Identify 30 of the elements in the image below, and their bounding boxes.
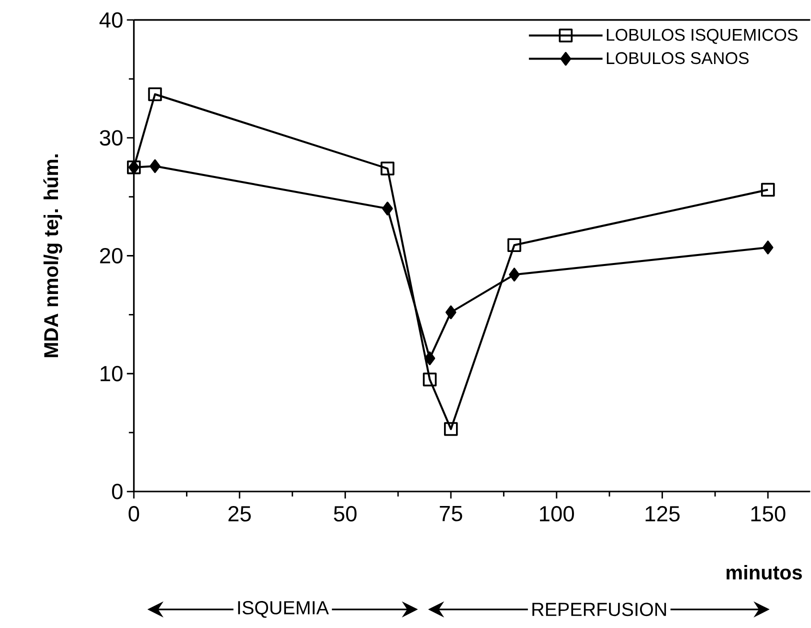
x-tick-label: 50 [334, 506, 357, 522]
y-tick-label: 30 [100, 130, 122, 146]
point [422, 372, 437, 386]
legend-label: LOBULOS ISQUEMICOS [606, 28, 798, 44]
x-axis-title: minutos [726, 564, 802, 580]
point [150, 159, 160, 173]
x-tick-label: 125 [646, 506, 680, 522]
point [508, 268, 520, 282]
point [424, 351, 436, 366]
point [382, 202, 393, 216]
y-tick-label: 0 [112, 484, 122, 500]
x-tick-label: 0 [128, 506, 140, 522]
y-tick-label: 20 [100, 248, 122, 264]
legend-label: LOBULOS SANOS [606, 52, 749, 64]
text: ISQUEMIA [238, 600, 329, 618]
x-tick-label: 100 [540, 506, 574, 522]
point [444, 422, 458, 436]
y-axis-title: MDA nmol/g tej. húm. [43, 154, 62, 357]
point [380, 161, 394, 176]
y-tick-label: 10 [100, 366, 122, 382]
point [762, 240, 774, 254]
x-tick-label: 75 [440, 506, 462, 522]
text: REPERFUSION [532, 602, 666, 616]
y-tick-label: 40 [100, 12, 122, 28]
x-tick-label: 25 [228, 506, 251, 522]
point [761, 182, 775, 196]
point [446, 305, 456, 320]
x-tick-label: 150 [751, 506, 786, 522]
point [148, 87, 162, 101]
point [507, 238, 522, 252]
